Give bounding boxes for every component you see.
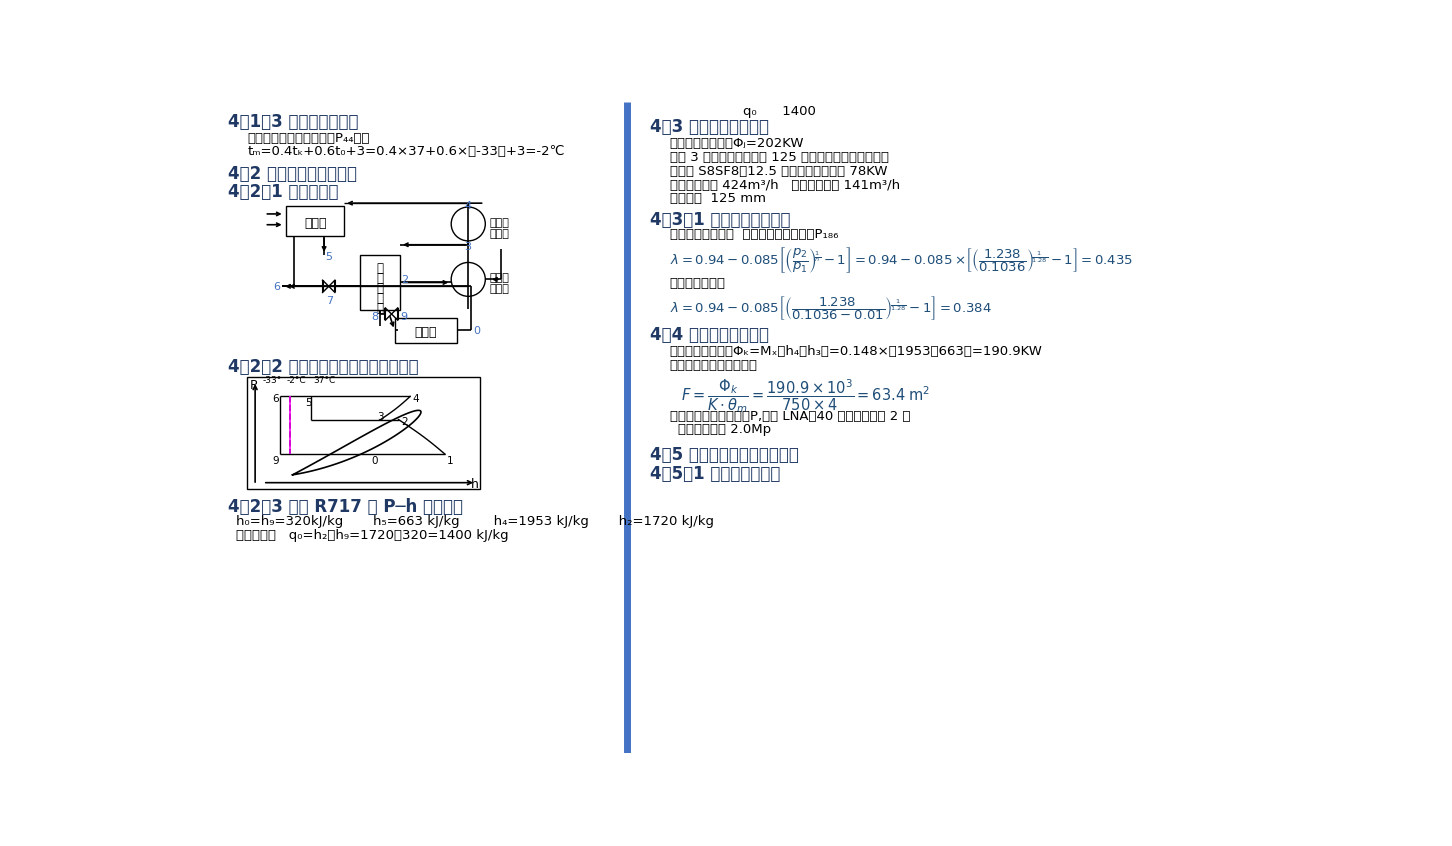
Text: -33°: -33° — [263, 376, 282, 385]
Text: 蒸发器: 蒸发器 — [414, 327, 437, 339]
Text: 1: 1 — [447, 456, 453, 465]
Text: 选用 3 台烟台冷冻机总厂 125 系列单机双级制冷压缩机: 选用 3 台烟台冷冻机总厂 125 系列单机双级制冷压缩机 — [669, 151, 889, 164]
Text: 5: 5 — [325, 252, 333, 262]
Text: 单位制冷量   q₀=h₂－h₉=1720－320=1400 kJ/kg: 单位制冷量 q₀=h₂－h₉=1720－320=1400 kJ/kg — [235, 529, 508, 542]
Bar — [360, 255, 401, 310]
Text: 4．5 蒸发器冷风机的选择计算: 4．5 蒸发器冷风机的选择计算 — [650, 447, 799, 464]
Text: 4．3 压缩机的选择计算: 4．3 压缩机的选择计算 — [650, 118, 770, 136]
Text: h₀=h₉=320kJ/kg       h₅=663 kJ/kg        h₄=1953 kJ/kg       h₂=1720 kJ/kg: h₀=h₉=320kJ/kg h₅=663 kJ/kg h₄=1953 kJ/k… — [235, 515, 714, 528]
Text: 4．2．3 通过 R717 的 P─h 图得到：: 4．2．3 通过 R717 的 P─h 图得到： — [228, 498, 463, 516]
Text: 气缸直径  125 mm: 气缸直径 125 mm — [669, 192, 765, 206]
Text: $\lambda = 0.94 - 0.085\left[\left(\dfrac{p_2}{p_1}\right)^{\!\frac{1}{n}} - 1\r: $\lambda = 0.94 - 0.085\left[\left(\dfra… — [669, 244, 1133, 275]
Text: 根据《制冷辅助设备》P,选用 LNA－40 型立式冷凝器 2 台: 根据《制冷辅助设备》P,选用 LNA－40 型立式冷凝器 2 台 — [669, 409, 910, 422]
Text: 3: 3 — [378, 412, 383, 422]
Text: 高压级: 高压级 — [489, 217, 510, 228]
Text: 低压级输气系数: 低压级输气系数 — [669, 277, 726, 290]
Text: 根据冷间机械负荷Φⱼ=202KW: 根据冷间机械负荷Φⱼ=202KW — [669, 137, 804, 150]
Text: P: P — [250, 380, 257, 393]
Text: 8: 8 — [372, 311, 379, 321]
Text: 4．4 冷凝器的选择计算: 4．4 冷凝器的选择计算 — [650, 327, 770, 344]
Text: $\lambda = 0.94 - 0.085\left[\left(\dfrac{1.238}{0.1036 - 0.01}\right)^{\!\frac{: $\lambda = 0.94 - 0.085\left[\left(\dfra… — [669, 294, 992, 322]
Text: 器: 器 — [376, 303, 383, 316]
Text: 4: 4 — [412, 394, 420, 404]
Text: 4．3．1 压缩机的输气系数: 4．3．1 压缩机的输气系数 — [650, 211, 791, 229]
Text: 37°C: 37°C — [314, 376, 335, 385]
Text: 0: 0 — [372, 456, 378, 465]
Text: 低压级: 低压级 — [489, 273, 510, 283]
Text: 4．2．2 根据原理图得到的压焓图如下: 4．2．2 根据原理图得到的压焓图如下 — [228, 358, 418, 376]
Text: 压缩机: 压缩机 — [489, 228, 510, 239]
Text: 型号为 S8SF8－12.5 型，其单台制冷量 78KW: 型号为 S8SF8－12.5 型，其单台制冷量 78KW — [669, 165, 887, 178]
Text: 由《实用制冷工程手册》P₄₄查得: 由《实用制冷工程手册》P₄₄查得 — [247, 131, 370, 145]
Text: h: h — [470, 478, 479, 491]
Text: 4: 4 — [465, 201, 472, 211]
Text: 7: 7 — [327, 295, 334, 305]
Text: 低压气缸容积 424m³/h   高压气缸容积 141m³/h: 低压气缸容积 424m³/h 高压气缸容积 141m³/h — [669, 179, 900, 191]
Text: 9: 9 — [272, 456, 279, 465]
Text: 4．2．1 原理图如下: 4．2．1 原理图如下 — [228, 183, 338, 201]
Text: 6: 6 — [273, 283, 280, 293]
Text: 9: 9 — [401, 311, 407, 321]
Text: 6: 6 — [272, 394, 279, 404]
Text: 5: 5 — [305, 398, 311, 408]
Bar — [395, 318, 456, 343]
Text: 0: 0 — [473, 327, 481, 337]
Text: -2°C: -2°C — [286, 376, 306, 385]
Text: 高压级输气系数：  查《实用供热手册》P₁₈₆: 高压级输气系数： 查《实用供热手册》P₁₈₆ — [669, 228, 838, 241]
Text: 2: 2 — [402, 275, 408, 285]
Text: 3: 3 — [465, 243, 472, 252]
Text: 4．2 制冷原理的热工计算: 4．2 制冷原理的热工计算 — [228, 165, 357, 183]
Text: 却: 却 — [376, 293, 383, 305]
Text: 4．1．3 中间温度的确定: 4．1．3 中间温度的确定 — [228, 113, 359, 131]
Text: 冷凝器的热负荷：Φₖ=Mₓ（h₄－h₃）=0.148×（1953－663）=190.9KW: 冷凝器的热负荷：Φₖ=Mₓ（h₄－h₃）=0.148×（1953－663）=19… — [669, 345, 1043, 358]
Bar — [286, 206, 344, 235]
Bar — [247, 377, 479, 489]
Text: 冷凝器传热面积的确定：: 冷凝器传热面积的确定： — [669, 359, 758, 371]
Text: q₀      1400: q₀ 1400 — [743, 106, 816, 118]
Text: 冷: 冷 — [376, 283, 383, 295]
Text: 4．5．1 蒸发面积的确定: 4．5．1 蒸发面积的确定 — [650, 465, 781, 483]
Text: 中: 中 — [376, 262, 383, 276]
Text: 单台设计压力 2.0Mp: 单台设计压力 2.0Mp — [678, 423, 771, 437]
Text: 压缩机: 压缩机 — [489, 284, 510, 294]
Text: $F = \dfrac{\Phi_k}{K \cdot \theta_m} = \dfrac{190.9 \times 10^3}{750 \times 4} : $F = \dfrac{\Phi_k}{K \cdot \theta_m} = … — [681, 377, 931, 415]
Text: 间: 间 — [376, 272, 383, 285]
Text: 2: 2 — [401, 417, 408, 427]
Text: 冷凝器: 冷凝器 — [303, 217, 327, 230]
Text: tₘ=0.4tₖ+0.6t₀+3=0.4×37+0.6×（-33）+3=-2℃: tₘ=0.4tₖ+0.6t₀+3=0.4×37+0.6×（-33）+3=-2℃ — [247, 145, 565, 157]
